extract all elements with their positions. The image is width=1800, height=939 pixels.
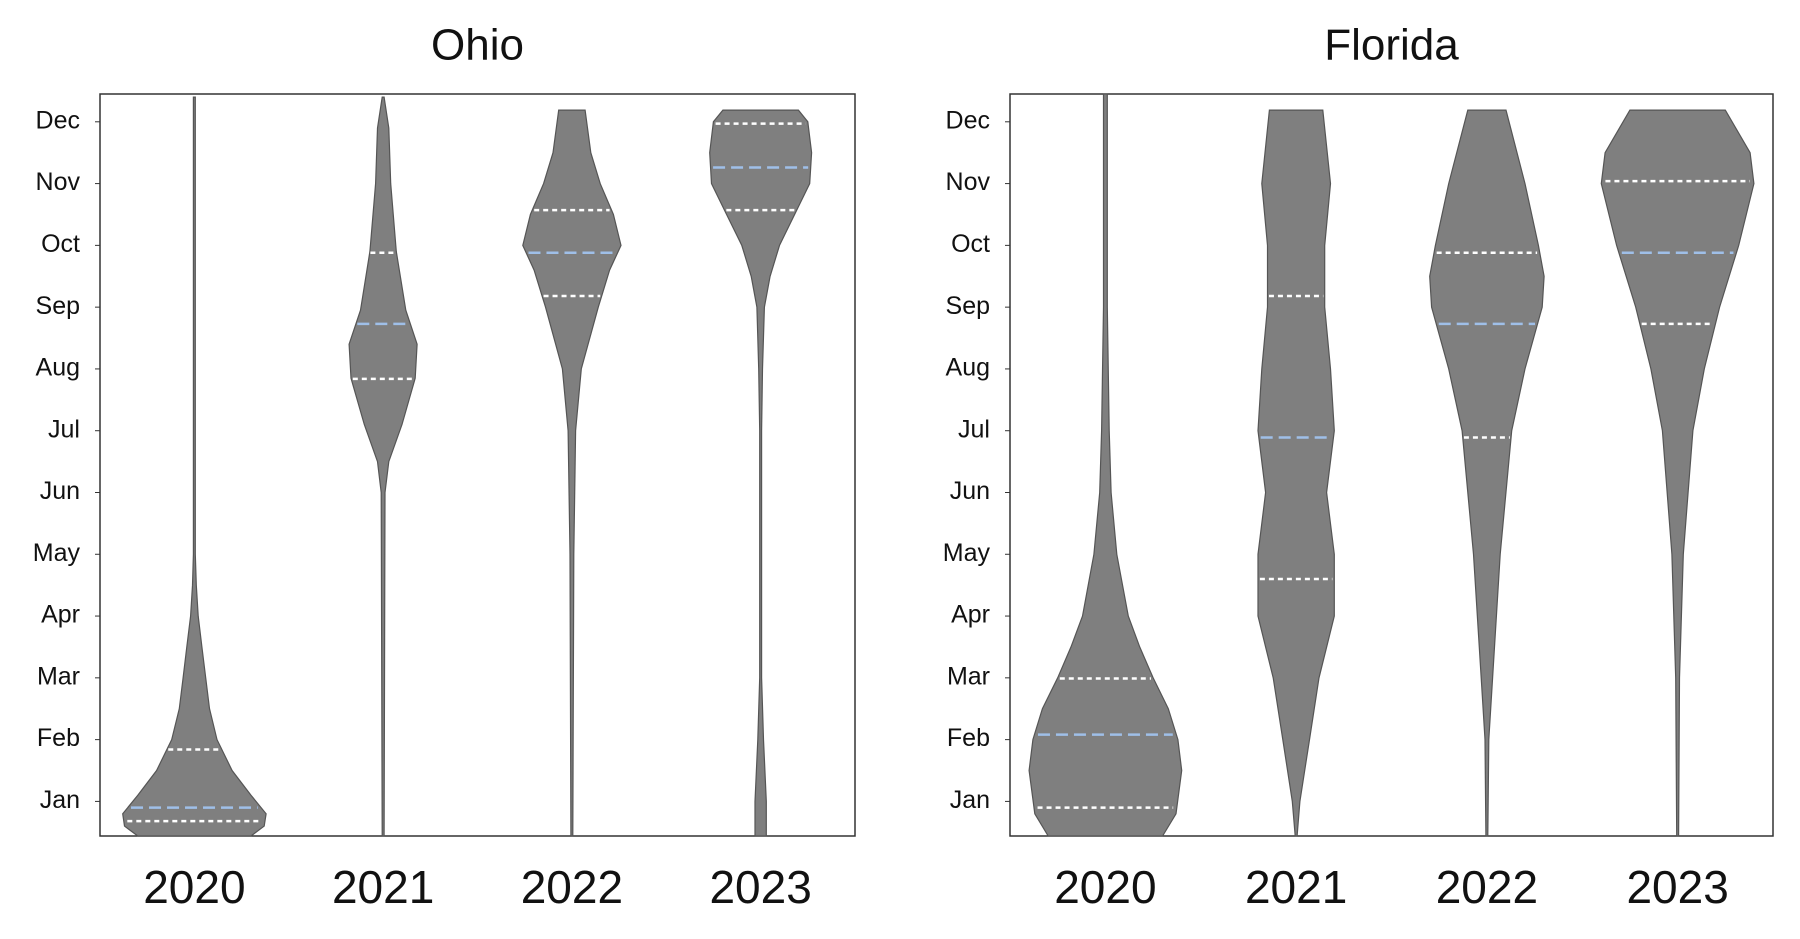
x-tick-label: 2020	[1054, 861, 1156, 913]
y-tick-label: May	[33, 539, 81, 567]
plot-frame	[1009, 93, 1774, 837]
y-tick-label: Nov	[946, 168, 991, 196]
y-tick-label: Nov	[36, 168, 81, 196]
violin	[1028, 93, 1183, 837]
y-tick-label: Jan	[40, 786, 80, 814]
y-tick-label: Apr	[41, 601, 80, 629]
violin	[1600, 109, 1755, 837]
y-tick-label: Feb	[37, 724, 80, 752]
violin	[709, 109, 813, 837]
x-tick-label: 2020	[143, 861, 245, 913]
y-tick-label: Mar	[37, 662, 80, 690]
violin	[348, 96, 418, 837]
y-tick-label: Mar	[947, 662, 990, 690]
x-tick-label: 2022	[521, 861, 623, 913]
x-tick-label: 2023	[1626, 861, 1728, 913]
y-tick-label: Oct	[951, 230, 990, 258]
plot-frame	[99, 93, 856, 837]
y-tick-label: Sep	[36, 292, 80, 320]
x-tick-label: 2021	[332, 861, 434, 913]
y-tick-label: Sep	[946, 292, 990, 320]
y-tick-label: Dec	[946, 106, 990, 134]
chart-title: Florida	[1324, 21, 1459, 70]
y-tick-label: Jan	[950, 786, 990, 814]
chart-title: Ohio	[431, 21, 524, 70]
x-tick-label: 2023	[709, 861, 811, 913]
y-tick-label: May	[943, 539, 991, 567]
y-tick-label: Jun	[40, 477, 80, 505]
x-tick-label: 2021	[1245, 861, 1347, 913]
violin	[1257, 109, 1335, 837]
y-tick-label: Feb	[947, 724, 990, 752]
y-tick-label: Jun	[950, 477, 990, 505]
violin	[122, 96, 267, 837]
y-tick-label: Aug	[36, 354, 80, 382]
y-tick-label: Jul	[48, 415, 80, 443]
y-tick-label: Jul	[958, 415, 990, 443]
x-tick-label: 2022	[1436, 861, 1538, 913]
violin	[522, 109, 622, 837]
y-tick-label: Dec	[36, 106, 80, 134]
y-tick-label: Aug	[946, 354, 990, 382]
violin	[1429, 109, 1545, 837]
y-tick-label: Oct	[41, 230, 80, 258]
y-tick-label: Apr	[951, 601, 990, 629]
